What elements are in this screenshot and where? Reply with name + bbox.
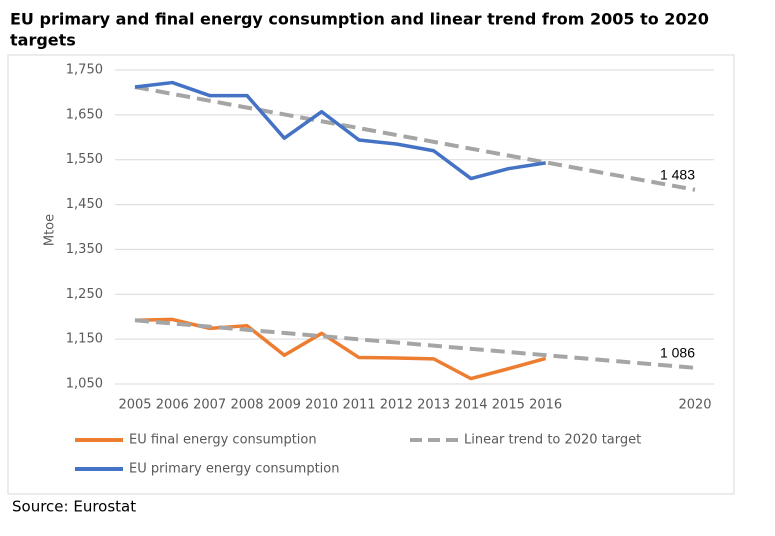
value-label: 1 086: [660, 345, 695, 361]
y-tick-label: 1,650: [66, 107, 103, 122]
y-tick-label: 1,550: [66, 152, 103, 167]
x-tick-label: 2007: [193, 398, 226, 413]
x-tick-label: 2014: [454, 398, 487, 413]
x-tick-label: 2011: [342, 398, 375, 413]
series-line: [134, 80, 546, 181]
x-tick-label: 2020: [678, 398, 711, 413]
series-line: [134, 85, 696, 370]
y-tick-label: 1,750: [66, 63, 103, 78]
x-tick-label: 2012: [380, 398, 413, 413]
chart-title-line1: EU primary and final energy consumption …: [10, 10, 709, 29]
chart-title-line2: targets: [10, 31, 76, 50]
y-axis-label: Mtoe: [43, 214, 58, 246]
legend-label: EU primary energy consumption: [129, 462, 339, 477]
x-tick-label: 2015: [492, 398, 525, 413]
y-tick-label: 1,050: [66, 377, 103, 392]
x-tick-label: 2008: [230, 398, 263, 413]
x-tick-label: 2016: [529, 398, 562, 413]
x-tick-label: 2005: [118, 398, 151, 413]
y-tick-label: 1,250: [66, 287, 103, 302]
source: Source: Eurostat: [12, 498, 136, 516]
x-tick-label: 2010: [305, 398, 338, 413]
x-tick-label: 2006: [156, 398, 189, 413]
value-label: 1 483: [660, 166, 695, 182]
x-tick-label: 2009: [268, 398, 301, 413]
legend-label: EU final energy consumption: [129, 433, 317, 448]
x-tick-label: 2013: [417, 398, 450, 413]
series-line: [134, 317, 547, 381]
y-tick-label: 1,350: [66, 242, 103, 257]
legend-label: Linear trend to 2020 target: [464, 433, 641, 448]
chart-frame: [7, 54, 735, 495]
y-tick-label: 1,450: [66, 197, 103, 212]
y-tick-label: 1,150: [66, 332, 103, 347]
